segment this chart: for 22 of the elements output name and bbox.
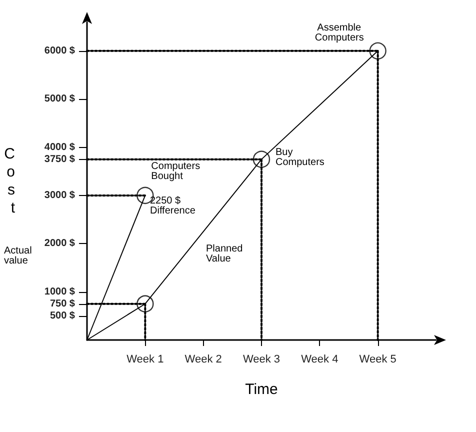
y-tick-label: 5000 $: [44, 94, 76, 105]
text: Actual value: [4, 246, 35, 266]
y-tick-label: 3750 $: [44, 154, 76, 165]
y-tick-label: 3000 $: [44, 190, 76, 201]
x-tick-label: Week 2: [184, 354, 222, 366]
y-tick-label: 4000 $: [44, 142, 76, 153]
annotation: Buy Computers: [276, 146, 324, 168]
y-axis-title: Cost: [4, 146, 16, 216]
y-tick-label: 750 $: [50, 298, 76, 310]
y-tick-label: 500 $: [50, 310, 76, 322]
annotation: Computers Bought: [151, 160, 203, 182]
x-tick-label: Week 1: [126, 354, 164, 366]
y-tick-label: 6000 $: [44, 45, 76, 56]
annotation: 2250 $ Difference: [150, 196, 196, 216]
x-tick-label: Week 3: [242, 354, 280, 366]
y-tick-label: 1000 $: [44, 286, 76, 298]
x-tick-label: Week 5: [359, 354, 396, 366]
y-tick-label: 2000 $: [44, 238, 76, 250]
x-tick-label: Week 4: [301, 354, 338, 366]
annotation: Assemble Computers: [314, 22, 364, 44]
annotation: Planned Value: [206, 244, 246, 264]
x-axis-title: Time: [245, 381, 278, 398]
